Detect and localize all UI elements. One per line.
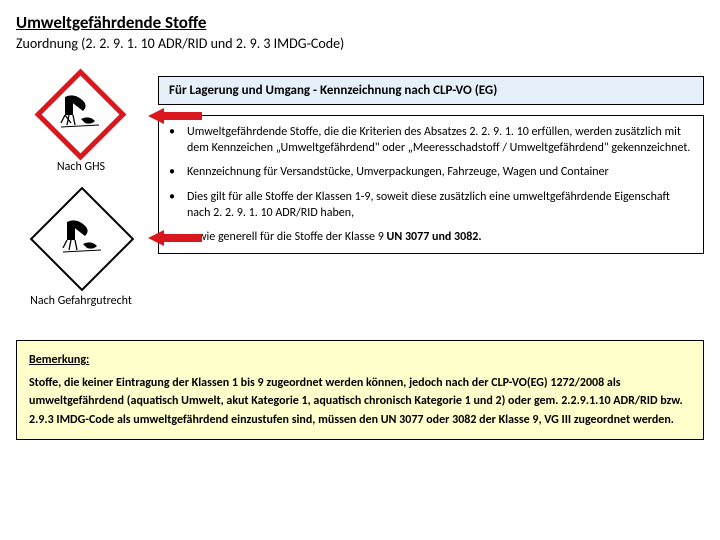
arrow-icon [148, 106, 202, 126]
bullet-icon: • [169, 164, 187, 180]
bullet-row: • Umweltgefährdende Stoffe, die die Krit… [169, 124, 693, 156]
closing-line: sowie generell für die Stoffe der Klasse… [187, 229, 693, 245]
bullet-text: Umweltgefährdende Stoffe, die die Kriter… [187, 124, 693, 156]
bullet-row: • Dies gilt für alle Stoffe der Klassen … [169, 189, 693, 221]
bullet-text: Dies gilt für alle Stoffe der Klassen 1-… [187, 189, 693, 221]
adr-pictogram-icon [30, 187, 135, 292]
ghs-label: Nach GHS [16, 160, 146, 174]
main-row: Nach GHS [16, 76, 704, 322]
content-box: • Umweltgefährdende Stoffe, die die Krit… [158, 115, 704, 254]
symbol-column: Nach GHS [16, 76, 146, 322]
bullet-icon: • [169, 189, 187, 221]
remark-body: Stoffe, die keiner Eintragung der Klasse… [29, 374, 691, 430]
closing-bold: UN 3077 und 3082. [387, 230, 482, 244]
header-box: Für Lagerung und Umgang - Kennzeichnung … [158, 76, 704, 105]
content-column: Für Lagerung und Umgang - Kennzeichnung … [158, 76, 704, 254]
ghs-pictogram-icon [42, 76, 120, 154]
bullet-row: • Kennzeichnung für Versandstücke, Umver… [169, 164, 693, 180]
adr-symbol-wrap [16, 188, 146, 288]
adr-label: Nach Gefahrgutrecht [16, 294, 146, 308]
bullet-text: Kennzeichnung für Versandstücke, Umverpa… [187, 164, 693, 180]
arrow-icon [148, 228, 202, 248]
remark-title: Bemerkung: [29, 351, 691, 370]
page-title: Umweltgefährdende Stoffe [16, 12, 704, 33]
ghs-symbol-wrap [16, 76, 146, 154]
remark-box: Bemerkung: Stoffe, die keiner Eintragung… [16, 340, 704, 440]
page-subtitle: Zuordnung (2. 2. 9. 1. 10 ADR/RID und 2.… [16, 35, 704, 52]
bullet-icon: • [169, 124, 187, 156]
closing-pre: sowie generell für die Stoffe der Klasse… [187, 230, 387, 244]
